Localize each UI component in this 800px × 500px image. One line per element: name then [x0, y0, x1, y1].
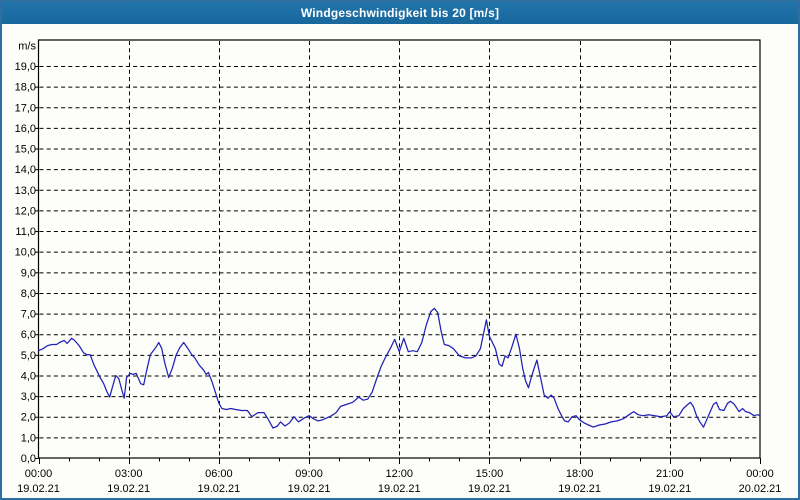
x-tick-time-label: 15:00	[476, 468, 504, 480]
grid-lines	[39, 41, 760, 458]
x-tick-date-label: 19.02.21	[197, 483, 240, 495]
x-tick-time-label: 00:00	[25, 468, 53, 480]
x-tick-time-label: 00:00	[746, 468, 774, 480]
title-bar: Windgeschwindigkeit bis 20 [m/s]	[2, 2, 798, 24]
axis-ticks	[35, 66, 761, 464]
x-tick-date-label: 19.02.21	[468, 483, 511, 495]
svg-text:12,0: 12,0	[15, 205, 36, 217]
wind-speed-line	[37, 307, 761, 429]
x-tick-time-label: 21:00	[656, 468, 684, 480]
x-tick-date-label: 19.02.21	[648, 483, 691, 495]
window-title: Windgeschwindigkeit bis 20 [m/s]	[300, 6, 500, 20]
x-tick-date-label: 19.02.21	[107, 483, 150, 495]
svg-text:10,0: 10,0	[15, 247, 36, 259]
x-tick-time-label: 06:00	[205, 468, 233, 480]
svg-text:11,0: 11,0	[15, 226, 36, 238]
x-tick-time-label: 12:00	[385, 468, 413, 480]
x-axis-labels: 00:00 19.02.21 03:00 19.02.21 06:00 19.02.21 0…	[17, 468, 781, 495]
svg-text:2,0: 2,0	[21, 412, 36, 424]
x-tick-date-label: 20.02.21	[739, 483, 782, 495]
svg-text:8,0: 8,0	[21, 288, 36, 300]
x-tick-date-label: 19.02.21	[17, 483, 60, 495]
x-tick-time-label: 03:00	[115, 468, 143, 480]
y-axis-unit-label: m/s	[18, 40, 36, 52]
y-axis-labels: 0,0 1,0 2,0 3,0 4,0 5,0 6,0 7,0 8,0 9,0 10,0 11,0 12…	[15, 40, 37, 465]
svg-text:18,0: 18,0	[15, 82, 36, 94]
svg-text:14,0: 14,0	[15, 164, 36, 176]
svg-text:19,0: 19,0	[15, 61, 36, 73]
x-tick-time-label: 09:00	[295, 468, 323, 480]
svg-text:7,0: 7,0	[21, 309, 36, 321]
svg-text:16,0: 16,0	[15, 123, 36, 135]
x-tick-date-label: 19.02.21	[288, 483, 331, 495]
x-tick-date-label: 19.02.21	[378, 483, 421, 495]
svg-text:0,0: 0,0	[21, 453, 36, 465]
svg-text:5,0: 5,0	[21, 350, 36, 362]
x-tick-time-label: 18:00	[566, 468, 594, 480]
svg-text:15,0: 15,0	[15, 144, 36, 156]
svg-text:13,0: 13,0	[15, 185, 36, 197]
svg-text:4,0: 4,0	[21, 370, 36, 382]
svg-text:3,0: 3,0	[21, 391, 36, 403]
x-tick-date-label: 19.02.21	[558, 483, 601, 495]
svg-text:6,0: 6,0	[21, 329, 36, 341]
svg-text:17,0: 17,0	[15, 102, 36, 114]
svg-text:1,0: 1,0	[21, 432, 36, 444]
svg-text:9,0: 9,0	[21, 267, 36, 279]
